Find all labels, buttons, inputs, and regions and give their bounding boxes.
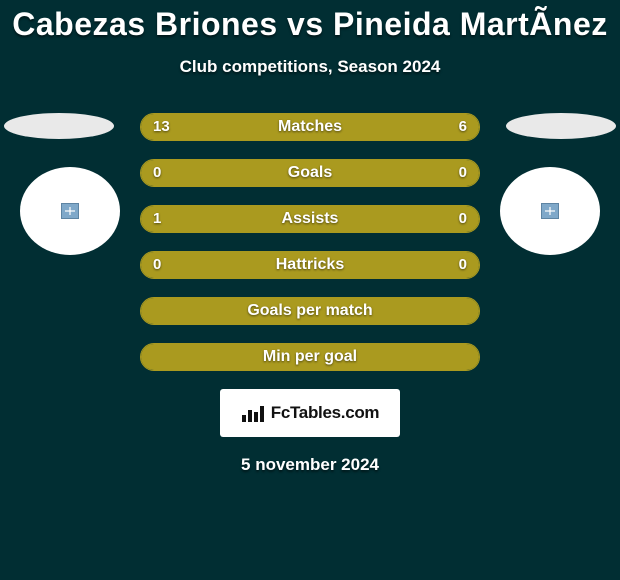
stat-row: Goals per match (140, 297, 480, 325)
stat-fill-right (310, 252, 479, 278)
player-left-badge (20, 167, 120, 255)
stat-row: Assists10 (140, 205, 480, 233)
player-left-ellipse (4, 113, 114, 139)
footer-date: 5 november 2024 (0, 455, 620, 475)
stat-fill-left (141, 298, 479, 324)
stat-fill-right (405, 206, 479, 232)
stat-fill-right (372, 114, 479, 140)
page-title: Cabezas Briones vs Pineida MartÃ­nez (0, 0, 620, 43)
stat-row: Matches136 (140, 113, 480, 141)
stat-row: Goals00 (140, 159, 480, 187)
stat-fill-left (141, 344, 479, 370)
stat-row: Min per goal (140, 343, 480, 371)
branding-text: FcTables.com (271, 403, 380, 423)
branding-box: FcTables.com (220, 389, 400, 437)
player-right-badge (500, 167, 600, 255)
stat-fill-left (141, 160, 310, 186)
stat-fill-left (141, 206, 405, 232)
comparison-arena: Matches136 Goals00 Assists10 Hattricks00 Goa… (0, 113, 620, 371)
page-subtitle: Club competitions, Season 2024 (0, 57, 620, 77)
player-placeholder-icon (61, 203, 79, 219)
player-placeholder-icon (541, 203, 559, 219)
stat-fill-left (141, 114, 372, 140)
stat-fill-left (141, 252, 310, 278)
branding-bars-icon (241, 403, 265, 423)
stat-fill-right (310, 160, 479, 186)
stat-rows: Matches136 Goals00 Assists10 Hattricks00 Goa… (140, 113, 480, 371)
stat-row: Hattricks00 (140, 251, 480, 279)
player-right-ellipse (506, 113, 616, 139)
